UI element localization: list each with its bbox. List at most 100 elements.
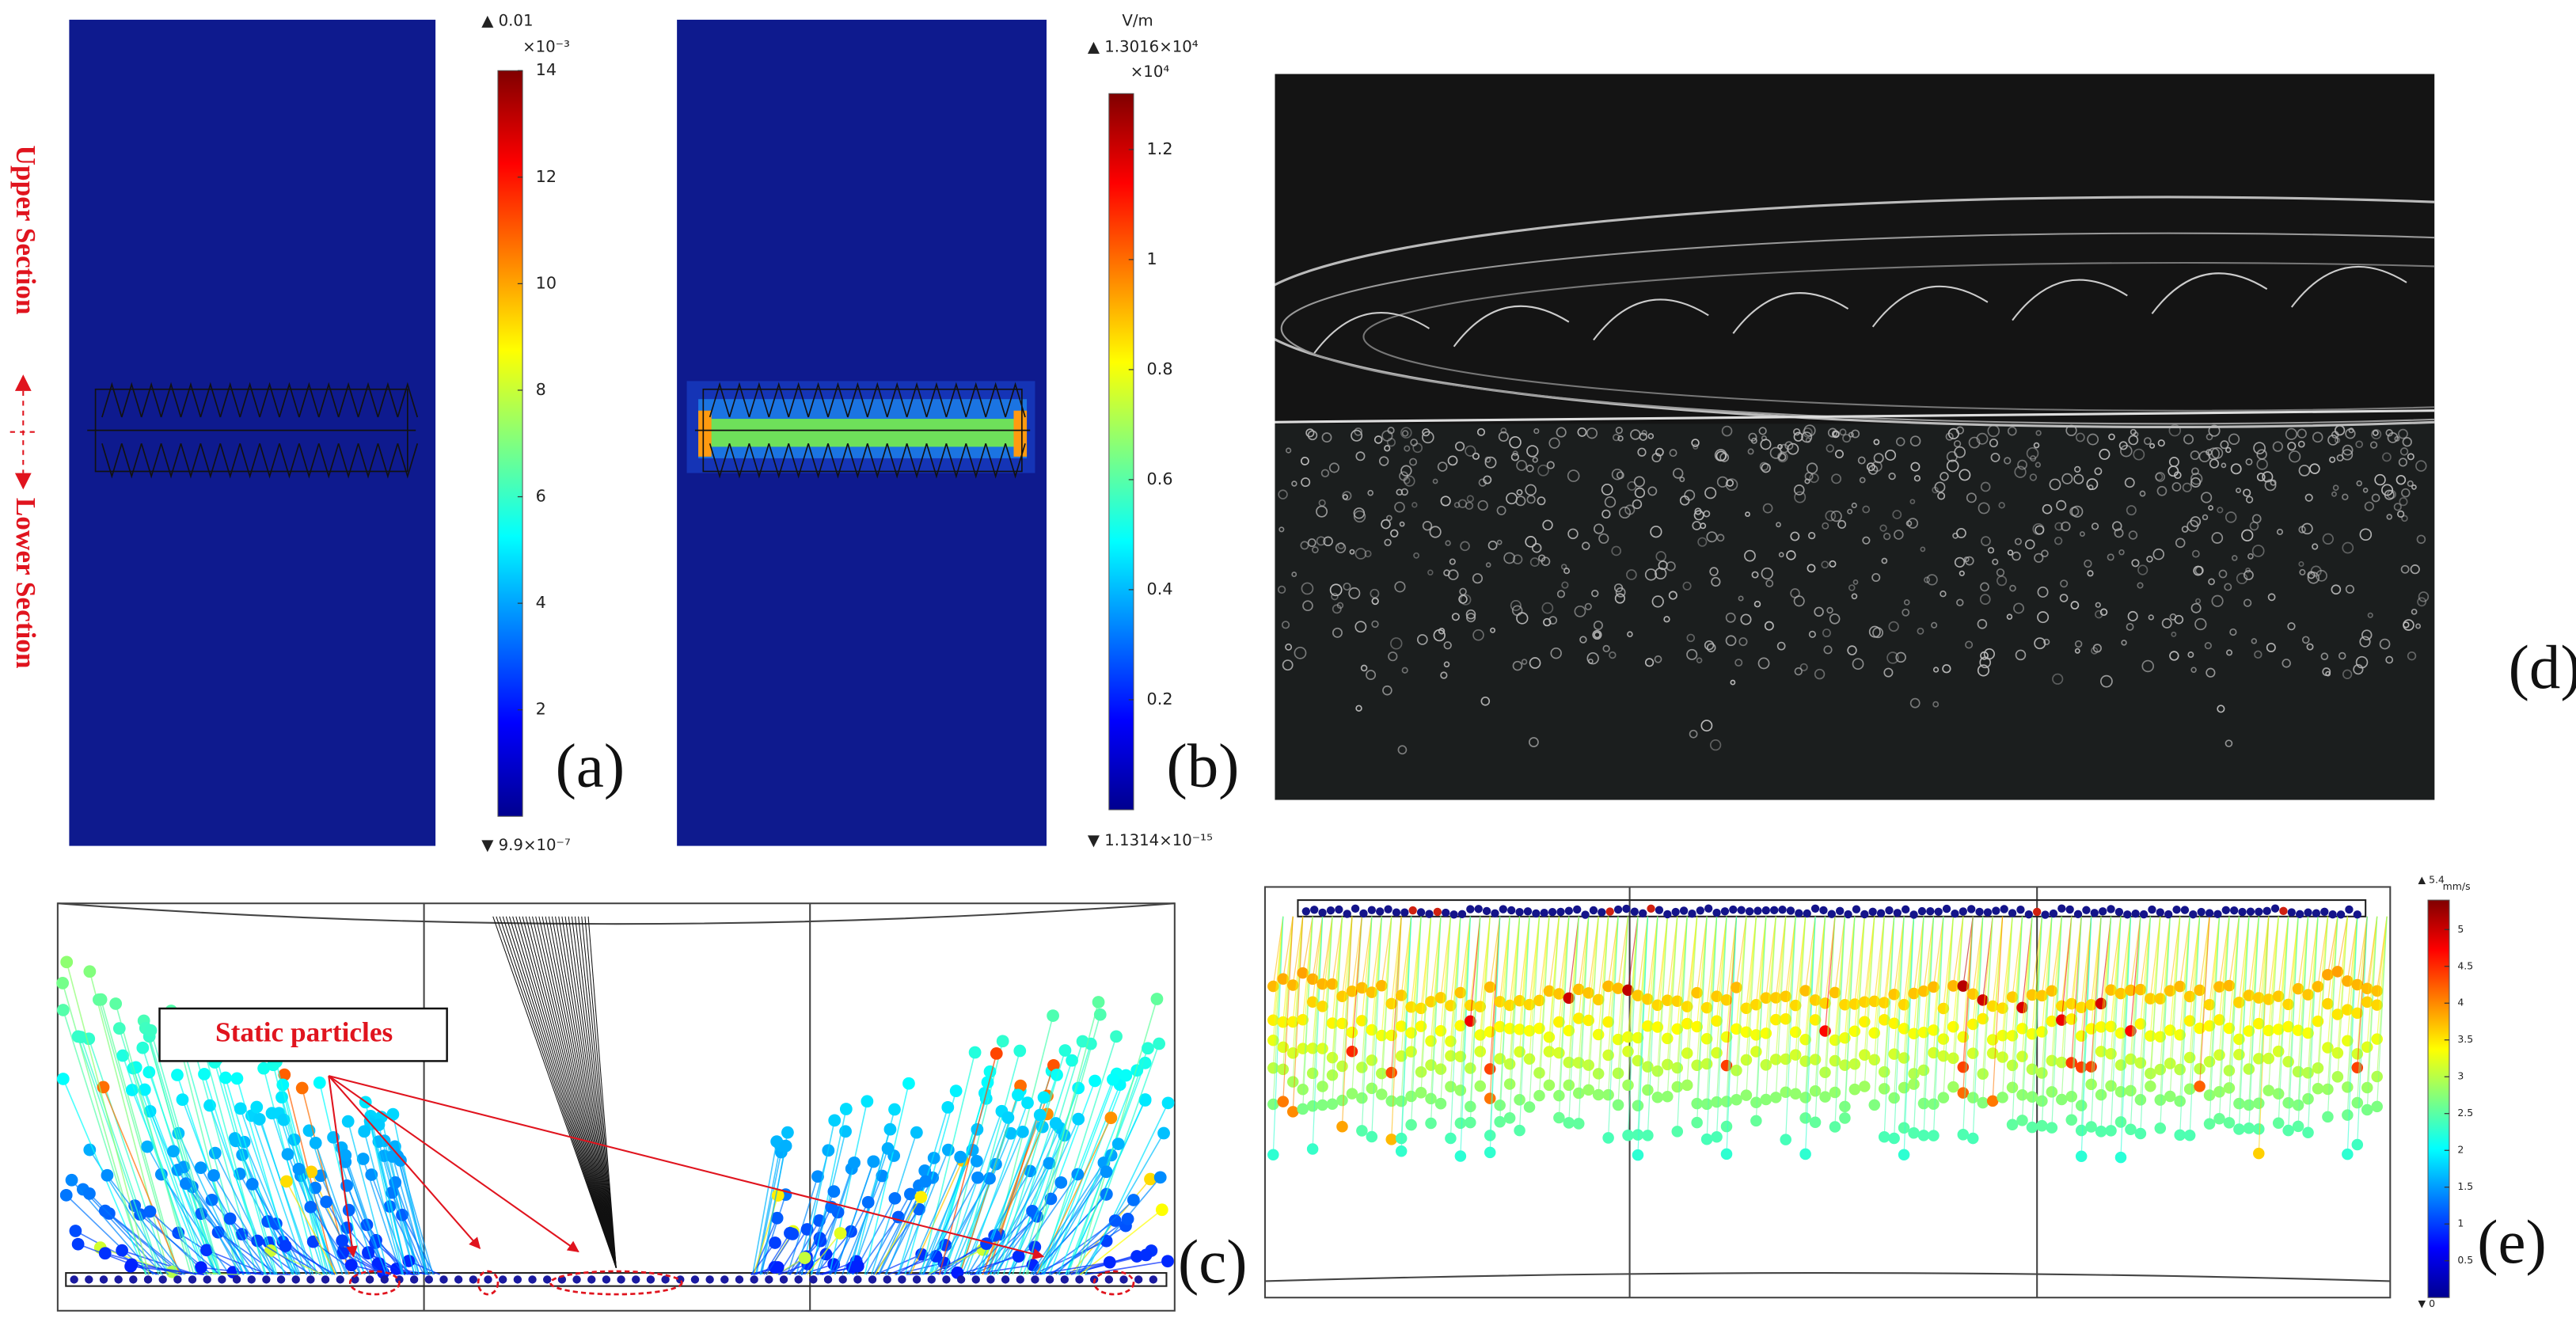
field-line xyxy=(528,916,617,1268)
trajectory xyxy=(2012,916,2023,997)
particle xyxy=(1297,1014,1309,1026)
bubble xyxy=(2400,564,2410,574)
bubble xyxy=(2362,487,2369,493)
bubble xyxy=(2322,533,2334,545)
bubble xyxy=(2245,496,2254,503)
trajectory xyxy=(1035,1261,1110,1275)
particle xyxy=(2302,1126,2314,1139)
bubble xyxy=(1291,572,1297,577)
field-line xyxy=(535,916,617,1268)
particle xyxy=(1016,1125,1029,1138)
particle xyxy=(1395,1145,1408,1157)
bubble xyxy=(1654,655,1662,663)
particle xyxy=(1671,1081,1684,1093)
particle xyxy=(409,1275,419,1284)
particle xyxy=(1632,1031,1644,1044)
bubble xyxy=(1714,449,1727,461)
particle xyxy=(1016,1275,1024,1284)
particle xyxy=(949,1084,963,1098)
particle xyxy=(2154,1063,2167,1076)
bubble xyxy=(2231,555,2238,561)
particle xyxy=(2134,1094,2147,1106)
particle xyxy=(1829,986,1841,999)
particle xyxy=(1937,1033,1950,1045)
trajectory xyxy=(1666,916,1678,1001)
particle xyxy=(1482,906,1491,916)
particle xyxy=(1326,1098,1339,1111)
particle xyxy=(1809,1054,1822,1065)
trajectory xyxy=(1008,1119,1079,1275)
particle xyxy=(2342,1081,2354,1093)
bubble-arc xyxy=(1732,292,1849,334)
particle xyxy=(1297,1084,1309,1096)
particle xyxy=(1054,1176,1068,1189)
bubble xyxy=(1992,558,1999,565)
bubble xyxy=(1601,509,1611,519)
bubble xyxy=(2094,467,2103,476)
bubble xyxy=(2254,650,2263,659)
particle xyxy=(138,1083,151,1096)
particle xyxy=(2203,998,2216,1011)
bubble xyxy=(1592,629,1602,640)
particle xyxy=(2263,1084,2275,1096)
particle xyxy=(1642,1084,1654,1096)
particle xyxy=(1898,1149,1910,1161)
bubble xyxy=(1848,584,1856,591)
bubble xyxy=(1279,526,1285,533)
annotation: Static particles xyxy=(215,1016,393,1047)
bubble xyxy=(2399,497,2408,507)
particle xyxy=(1047,1009,1059,1022)
trajectory xyxy=(1765,916,1776,1100)
particle xyxy=(1548,907,1557,917)
particle xyxy=(883,1275,891,1284)
particle xyxy=(2282,1055,2294,1068)
bubble xyxy=(2194,566,2204,575)
trajectory xyxy=(766,1233,793,1275)
particle xyxy=(2154,1122,2167,1134)
bubble xyxy=(1794,491,1807,503)
particle xyxy=(2238,907,2247,917)
bubble xyxy=(2298,561,2304,568)
bubble xyxy=(1931,621,1938,629)
highlight xyxy=(477,1270,500,1296)
bubble xyxy=(1761,567,1773,580)
bubble xyxy=(2206,667,2216,678)
bubble xyxy=(2190,477,2202,488)
particle xyxy=(1878,1131,1890,1143)
annotation-arrow xyxy=(328,1075,579,1252)
field-line xyxy=(541,916,617,1268)
particle xyxy=(1691,1116,1703,1129)
bubble xyxy=(2253,442,2266,454)
bubble xyxy=(2181,526,2189,533)
trajectory xyxy=(1588,916,1599,1021)
particle xyxy=(1592,1088,1605,1101)
bubble xyxy=(2345,428,2356,439)
bubble xyxy=(2143,437,2152,446)
bubble xyxy=(1711,576,1721,587)
bubble xyxy=(1924,576,1931,583)
colorbar-unit: mm/s xyxy=(2443,880,2471,892)
bubble xyxy=(2398,428,2408,439)
particle xyxy=(2016,1115,2028,1126)
bubble xyxy=(1709,739,1722,751)
bubble xyxy=(1401,667,1408,674)
particle xyxy=(2361,982,2373,995)
colorbar-a xyxy=(497,70,523,817)
bubble xyxy=(1612,433,1620,442)
particle xyxy=(956,1275,966,1284)
particle xyxy=(2075,1100,2088,1111)
bubble xyxy=(1601,484,1613,496)
bubble xyxy=(2264,479,2277,492)
trajectory xyxy=(1489,916,1501,988)
bubble xyxy=(1987,424,2000,438)
trajectory xyxy=(920,1052,976,1275)
bubble xyxy=(1764,621,1774,631)
bubble xyxy=(2075,432,2085,443)
bubble xyxy=(2374,473,2386,486)
particle xyxy=(1356,1092,1368,1104)
trajectory xyxy=(965,1102,1028,1275)
particle xyxy=(1809,1116,1822,1129)
particle xyxy=(83,965,97,978)
trajectory xyxy=(751,1141,777,1275)
bubble xyxy=(2049,478,2061,491)
